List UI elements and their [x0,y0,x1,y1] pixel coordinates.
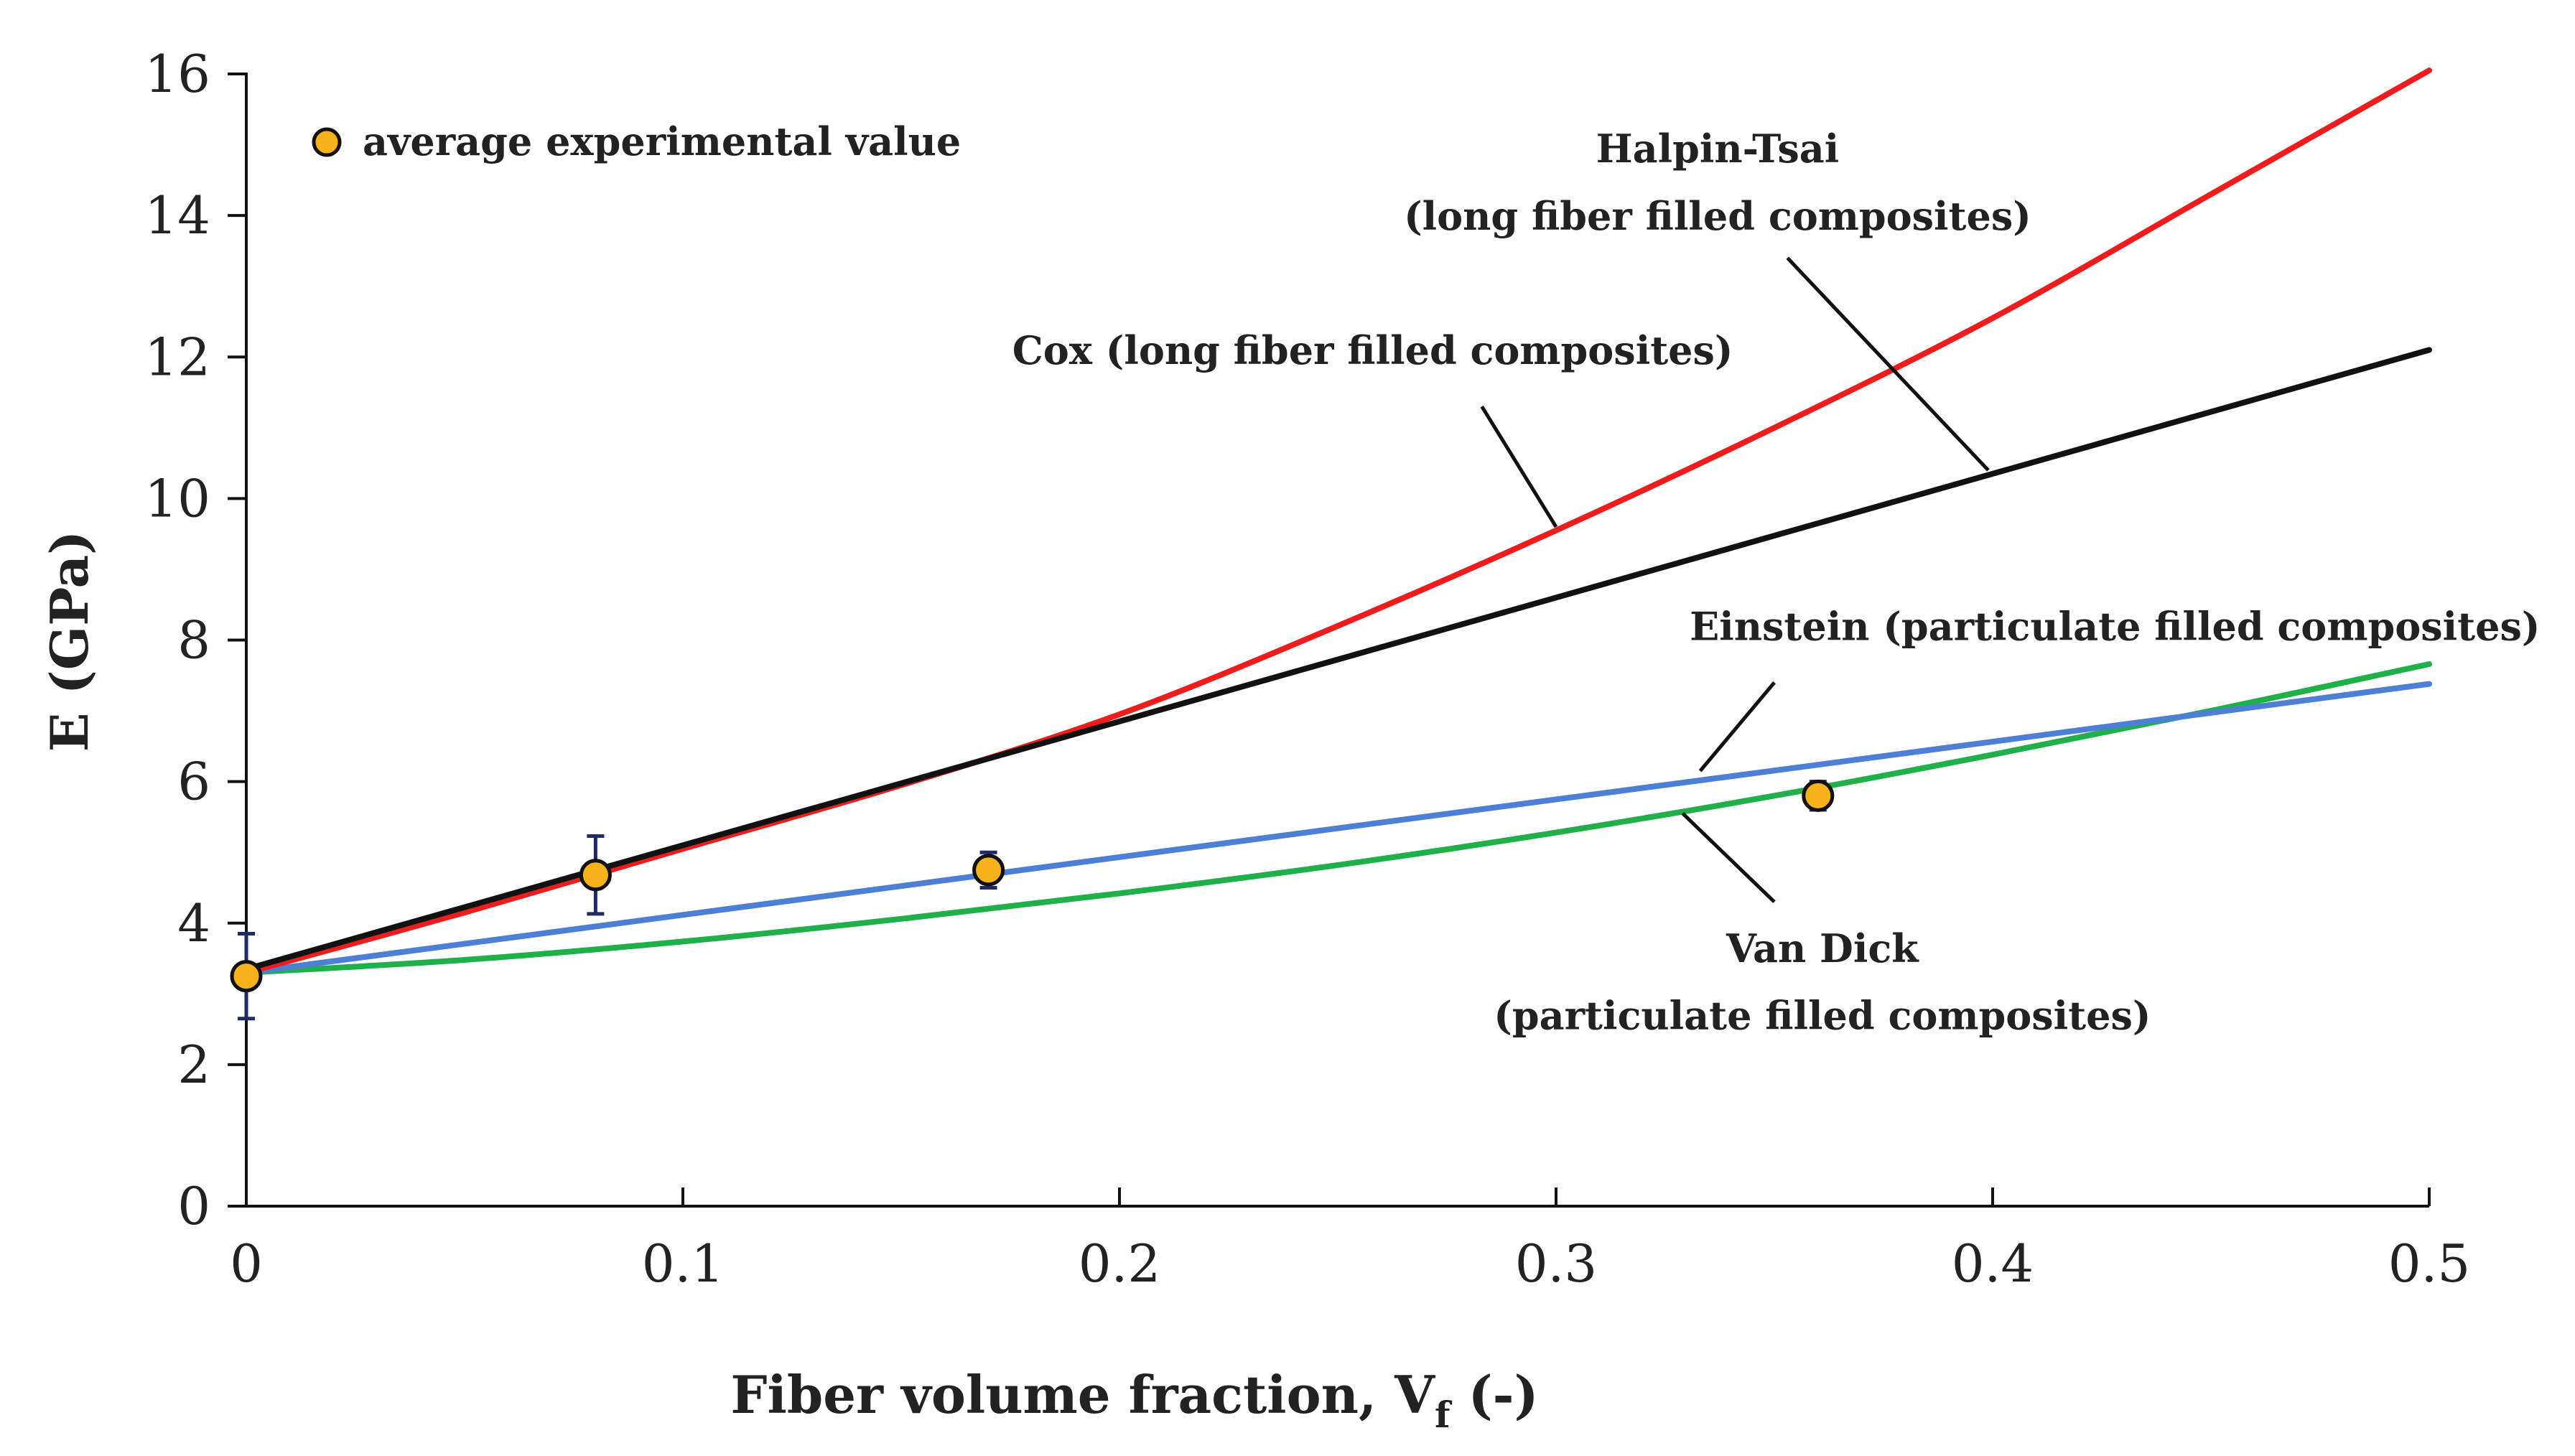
annotation-leader-line [1786,256,1990,472]
x-tick-label: 0.4 [1952,1233,2034,1294]
x-axis-title-suffix: (-) [1451,1364,1539,1425]
y-tick-label: 6 [177,752,210,812]
y-tick-label: 14 [144,185,210,246]
x-axis-title-subscript: f [1435,1394,1453,1436]
data-point-marker [230,960,263,993]
data-point-marker [972,854,1005,887]
annotation-leader-line [1698,681,1776,773]
experimental-point [1802,779,1835,812]
annotation-label: Cox (long fiber filled composites) [1012,327,1733,373]
y-tick-label: 0 [177,1176,210,1236]
experimental-point [230,932,263,1021]
series-line-halpin-tsai [243,67,2432,976]
annotation: Van Dick (particulate filled composites) [1494,812,2151,1039]
series-lines [243,67,2432,976]
x-axis-title: Fiber volume fraction, Vf (-) [730,1364,1538,1436]
y-tick-label: 2 [177,1035,210,1095]
y-tick-label: 10 [144,468,210,528]
x-tick-label: 0.1 [642,1233,725,1294]
annotation-leader-line [1480,405,1558,528]
annotation: Einstein (particulate filled composites) [1690,604,2540,773]
data-point-marker [1802,779,1835,812]
x-tick-label: 0.5 [2388,1233,2471,1294]
axes: 0 0.1 0.2 0.3 0.4 0.5 0 2 4 6 8 10 12 14 16 [144,44,2470,1294]
annotations: Halpin-Tsai (long fiber filled composites… [1012,126,2541,1038]
series-line-van-dick [243,661,2432,976]
x-tick-label: 0.3 [1515,1233,1598,1294]
annotation: Cox (long fiber filled composites) [1012,327,1733,528]
annotation-label: Einstein (particulate filled composites) [1690,604,2540,650]
x-axis-title-main: Fiber volume fraction, V [730,1364,1435,1425]
y-tick-label: 12 [144,327,210,387]
series-line-einstein [243,681,2432,976]
y-tick-label: 16 [144,44,210,104]
y-tick-label: 8 [177,610,210,671]
y-axis-title: E (GPa) [39,531,100,752]
annotation-label: (long fiber filled composites) [1404,193,2031,239]
y-tick-label: 4 [177,893,210,953]
experimental-points [230,779,1835,1021]
annotation-leader-line [1681,812,1776,903]
annotation-label: Halpin-Tsai [1596,126,1840,172]
legend: average experimental value [312,118,961,164]
annotation-label: (particulate filled composites) [1494,993,2151,1039]
data-point-marker [579,859,612,892]
legend-label: average experimental value [363,118,961,164]
annotation: Halpin-Tsai (long fiber filled composites… [1404,126,2031,472]
x-tick-label: 0.2 [1079,1233,1161,1294]
x-tick-label: 0 [230,1233,263,1294]
annotation-label: Van Dick [1726,925,1919,971]
legend-marker-icon [312,127,342,157]
experimental-point [579,834,612,916]
series-line-cox [243,347,2432,972]
experimental-point [972,850,1005,890]
